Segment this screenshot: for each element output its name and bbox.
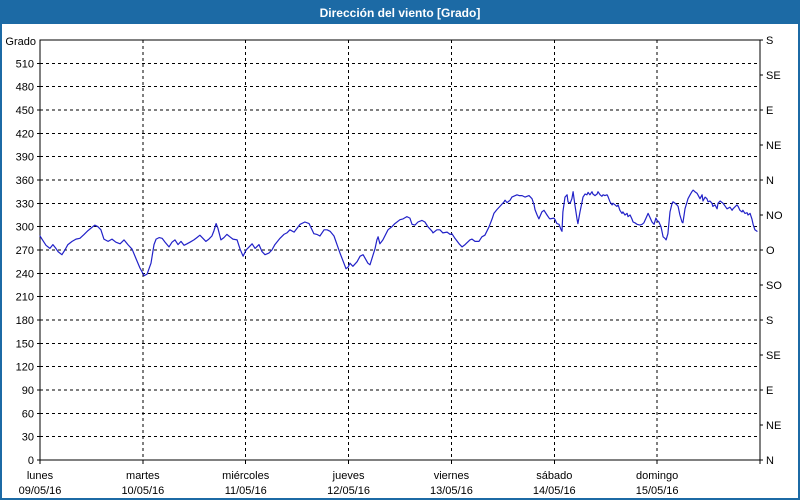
y-axis-tick-label: 180: [16, 315, 34, 327]
chart-area: 0 30 60 90 120 150 180 210 240 270 300 330 360 390 420…: [2, 24, 798, 498]
compass-tick-label: SO: [766, 280, 782, 292]
y-axis-tick-label: 300: [16, 222, 34, 234]
y-axis-tick-label: 120: [16, 362, 34, 374]
compass-tick-label: S: [766, 315, 773, 327]
compass-tick-label: N: [766, 455, 774, 467]
day-name-label: viernes: [434, 470, 470, 482]
compass-tick-label: NO: [766, 210, 783, 222]
compass-tick-label: N: [766, 175, 774, 187]
compass-tick-label: E: [766, 385, 773, 397]
compass-tick-label: O: [766, 245, 775, 257]
y-axis-left: 0 30 60 90 120 150 180 210 240 270 300 330 360 390 420…: [5, 36, 36, 467]
day-name-label: domingo: [636, 470, 678, 482]
y-axis-tick-label: 60: [22, 408, 34, 420]
y-axis-tick-label: 150: [16, 338, 34, 350]
day-date-label: 13/05/16: [430, 485, 473, 497]
day-date-label: 12/05/16: [327, 485, 370, 497]
plot-frame: [39, 39, 761, 461]
day-name-label: miércoles: [222, 470, 270, 482]
day-name-label: sábado: [536, 470, 572, 482]
y-axis-tick-label: 240: [16, 268, 34, 280]
y-axis-title: Grado: [5, 36, 36, 48]
day-date-label: 11/05/16: [225, 485, 267, 497]
wind-direction-line: [39, 189, 758, 277]
y-axis-tick-label: 90: [22, 385, 34, 397]
y-axis-tick-label: 390: [16, 152, 34, 164]
compass-tick-label: S: [766, 35, 773, 47]
compass-tick-label: SE: [766, 350, 781, 362]
window-title: Dirección del viento [Grado]: [2, 2, 798, 24]
y-axis-tick-label: 450: [16, 105, 34, 117]
day-name-label: martes: [126, 470, 160, 482]
y-axis-tick-label: 270: [16, 245, 34, 257]
y-axis-tick-label: 30: [22, 432, 34, 444]
day-date-label: 09/05/16: [19, 485, 62, 497]
day-name-label: jueves: [332, 470, 365, 482]
day-date-label: 15/05/16: [636, 485, 679, 497]
y-axis-tick-label: 210: [16, 292, 34, 304]
compass-tick-label: NE: [766, 140, 781, 152]
x-axis: lunes 09/05/16 martes 10/05/16 miércoles 11/0…: [19, 470, 679, 497]
y-axis-tick-label: 480: [16, 82, 34, 94]
compass-tick-label: E: [766, 105, 773, 117]
wind-direction-chart: 0 30 60 90 120 150 180 210 240 270 300 330 360 390 420…: [5, 35, 783, 497]
day-date-label: 14/05/16: [533, 485, 576, 497]
y-axis-tick-label: 510: [16, 58, 34, 70]
y-axis-tick-label: 0: [28, 455, 34, 467]
y-axis-tick-label: 420: [16, 128, 34, 140]
y-axis-tick-label: 360: [16, 175, 34, 187]
gridlines: [40, 40, 760, 460]
y-axis-right: N NE E SE S SO O NO N NE E SE S: [766, 35, 783, 467]
y-axis-tick-label: 330: [16, 198, 34, 210]
compass-tick-label: SE: [766, 70, 781, 82]
compass-tick-label: NE: [766, 420, 781, 432]
axis-ticks: [37, 39, 763, 464]
day-date-label: 10/05/16: [121, 485, 164, 497]
day-name-label: lunes: [27, 470, 54, 482]
